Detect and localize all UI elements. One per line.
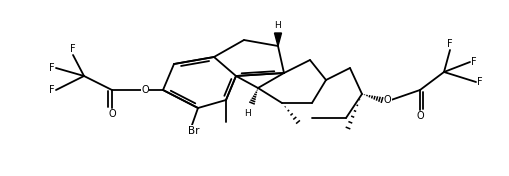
Text: O: O — [141, 85, 149, 95]
Text: O: O — [415, 111, 423, 121]
Text: O: O — [108, 109, 116, 119]
Text: H: H — [274, 21, 281, 30]
Text: F: F — [70, 44, 76, 54]
Text: F: F — [49, 85, 55, 95]
Text: H: H — [244, 109, 251, 118]
Polygon shape — [274, 33, 281, 46]
Text: O: O — [383, 95, 391, 105]
Text: Br: Br — [188, 126, 199, 136]
Text: F: F — [470, 57, 476, 67]
Text: F: F — [446, 39, 452, 49]
Text: F: F — [476, 77, 482, 87]
Text: F: F — [49, 63, 55, 73]
